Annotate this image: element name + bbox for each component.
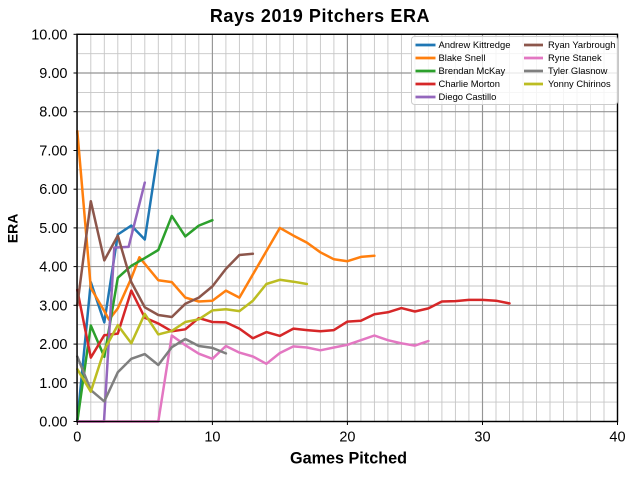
svg-text:Ryan Yarbrough: Ryan Yarbrough (548, 39, 615, 50)
svg-text:2.00: 2.00 (39, 337, 67, 353)
svg-text:Charlie Morton: Charlie Morton (439, 78, 500, 89)
svg-text:Rays 2019 Pitchers ERA: Rays 2019 Pitchers ERA (210, 6, 430, 26)
svg-text:8.00: 8.00 (39, 105, 67, 121)
svg-text:9.00: 9.00 (39, 66, 67, 82)
svg-text:10: 10 (204, 430, 220, 446)
svg-text:Games Pitched: Games Pitched (290, 450, 407, 468)
svg-text:30: 30 (474, 430, 490, 446)
svg-text:Ryne Stanek: Ryne Stanek (548, 52, 602, 63)
svg-text:0: 0 (73, 430, 81, 446)
svg-text:Yonny Chirinos: Yonny Chirinos (548, 78, 611, 89)
svg-text:ERA: ERA (5, 214, 21, 244)
svg-text:6.00: 6.00 (39, 182, 67, 198)
svg-text:Andrew Kittredge: Andrew Kittredge (439, 39, 511, 50)
svg-text:7.00: 7.00 (39, 144, 67, 160)
svg-text:Brendan McKay: Brendan McKay (439, 65, 506, 76)
svg-text:4.00: 4.00 (39, 260, 67, 276)
svg-text:40: 40 (609, 430, 625, 446)
svg-text:10.00: 10.00 (31, 27, 67, 43)
svg-text:1.00: 1.00 (39, 376, 67, 392)
svg-text:5.00: 5.00 (39, 221, 67, 237)
svg-text:0.00: 0.00 (39, 415, 67, 431)
svg-text:Tyler Glasnow: Tyler Glasnow (548, 65, 608, 76)
svg-text:Diego Castillo: Diego Castillo (439, 91, 497, 102)
svg-text:20: 20 (339, 430, 355, 446)
svg-text:Blake Snell: Blake Snell (439, 52, 486, 63)
svg-text:3.00: 3.00 (39, 298, 67, 314)
